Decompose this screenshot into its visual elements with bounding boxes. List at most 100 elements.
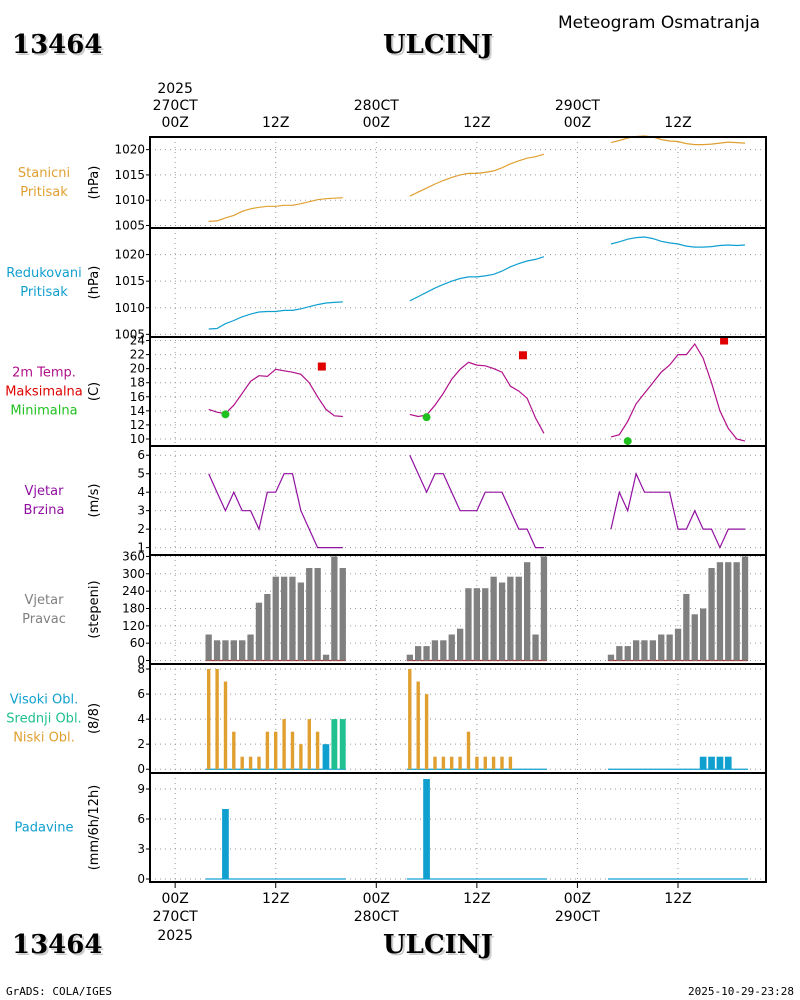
credit-text: GrADS: COLA/IGES (6, 985, 112, 998)
ytick-label-wind-speed: 4 (137, 485, 145, 499)
panel-label-reduced-pressure: Redukovani (6, 266, 81, 281)
hour-label-bottom: 00Z (363, 891, 390, 907)
ylabel-precipitation: (mm/6h/12h) (87, 785, 102, 871)
bar-wind-direction (658, 634, 665, 661)
bar-precipitation (423, 779, 430, 879)
marker-min-temp (221, 410, 230, 419)
bar-clouds (724, 756, 732, 770)
bar-clouds (315, 731, 320, 770)
station-id-bottom: 13464 (12, 930, 103, 960)
marker-min-temp (623, 437, 632, 446)
ytick-label-wind-speed: 5 (137, 467, 145, 481)
bar-wind-direction (440, 640, 447, 661)
bar-precipitation (222, 809, 229, 879)
bar-clouds (483, 756, 487, 770)
ytick-label-wind-direction: 360 (122, 549, 145, 563)
bar-clouds (450, 756, 454, 770)
date-label-bottom: 270CT (153, 909, 198, 925)
bar-wind-direction (331, 556, 338, 661)
ytick-label-station-pressure: 1005 (114, 218, 145, 232)
bar-wind-direction (297, 582, 304, 661)
hour-label-top: 12Z (262, 115, 289, 131)
bar-wind-direction (264, 594, 271, 661)
bar-clouds (215, 669, 219, 770)
station-name-bottom: ULCINJ (383, 930, 493, 960)
ytick-label-temperature: 24 (130, 334, 145, 348)
bar-wind-direction (281, 576, 288, 661)
bar-wind-direction (222, 640, 229, 661)
ytick-label-clouds: 0 (137, 762, 145, 776)
bar-clouds (441, 756, 446, 770)
bar-clouds (339, 719, 346, 770)
bar-clouds (322, 744, 330, 770)
bar-wind-direction (272, 576, 279, 661)
panel-frame-reduced-pressure (149, 227, 767, 338)
bar-wind-direction (683, 594, 690, 661)
series-line-wind-speed (610, 471, 745, 550)
panel-frame-station-pressure (149, 136, 767, 229)
panel-label-wind-speed: Vjetar (25, 484, 65, 499)
ytick-label-wind-speed: 2 (137, 522, 145, 536)
bar-wind-direction (540, 556, 548, 661)
ytick-label-temperature: 22 (130, 348, 145, 362)
bar-clouds (223, 681, 228, 770)
bar-wind-direction (239, 640, 246, 661)
series-line-temperature (409, 361, 545, 434)
hour-label-bottom: 12Z (463, 891, 490, 907)
date-label-top: 280CT (354, 98, 399, 114)
ytick-label-temperature: 18 (130, 376, 145, 390)
timestamp-text: 2025-10-29-23:28 (688, 985, 794, 998)
bar-wind-direction (431, 640, 439, 661)
bar-clouds (299, 744, 303, 770)
bar-wind-direction (339, 568, 346, 661)
bar-wind-direction (633, 640, 640, 661)
ytick-label-temperature: 20 (130, 362, 145, 376)
ytick-label-clouds: 4 (137, 712, 145, 726)
ytick-label-temperature: 10 (130, 432, 145, 446)
bar-clouds (699, 756, 707, 770)
bar-clouds (207, 669, 211, 770)
ytick-label-reduced-pressure: 1020 (114, 248, 145, 262)
hour-label-top: 12Z (664, 115, 691, 131)
panel-precipitation: 0 3 6 9 (mm/6h/12h) Padavine (15, 772, 767, 886)
ytick-label-wind-direction: 120 (122, 619, 145, 633)
bar-wind-direction (725, 562, 732, 661)
panel-label-precipitation: Padavine (15, 821, 74, 836)
station-name-top: ULCINJ (383, 30, 493, 60)
bar-wind-direction (691, 614, 698, 661)
ytick-label-wind-direction: 0 (137, 654, 145, 668)
panel-wind-direction: 0 60 120 180 240 300 360 (stepeni) Vjetar Pravac (22, 549, 767, 668)
ytick-label-station-pressure: 1020 (114, 143, 145, 157)
series-line-station-pressure (208, 197, 343, 222)
year-label-bottom: 2025 (157, 928, 193, 944)
ytick-label-precipitation: 3 (137, 842, 145, 856)
ylabel-wind-speed: (m/s) (87, 484, 102, 518)
panel-label-clouds: Niski Obl. (13, 731, 75, 746)
bar-clouds (424, 694, 429, 770)
panel-station-pressure: 1005 1010 1015 1020 (hPa) Stanicni Pritisak (18, 135, 767, 232)
series-line-temperature (610, 342, 746, 442)
bar-wind-direction (322, 654, 330, 661)
panel-frame-wind-speed (149, 445, 767, 556)
bar-clouds (466, 731, 471, 770)
bar-clouds (232, 731, 236, 770)
ytick-label-clouds: 6 (137, 687, 145, 701)
panel-label-wind-direction: Pravac (22, 612, 66, 627)
panel-frame-clouds (149, 663, 767, 774)
bar-wind-direction (465, 588, 472, 661)
panel-label-clouds: Visoki Obl. (10, 693, 78, 708)
bar-wind-direction (649, 640, 656, 661)
bar-wind-direction (674, 628, 682, 661)
ytick-label-wind-speed: 3 (137, 504, 145, 518)
hour-label-top: 00Z (363, 115, 390, 131)
panel-label-station-pressure: Pritisak (20, 185, 68, 200)
ytick-label-wind-speed: 6 (137, 448, 145, 462)
series-line-station-pressure (409, 153, 545, 197)
bar-clouds (331, 719, 338, 770)
bar-wind-direction (498, 582, 506, 661)
bar-clouds (708, 756, 715, 770)
bar-wind-direction (406, 654, 413, 661)
ylabel-station-pressure: (hPa) (87, 166, 102, 200)
panel-wind-speed: 1 2 3 4 5 6 (m/s) Vjetar Brzina (24, 445, 767, 556)
bar-wind-direction (507, 576, 514, 661)
